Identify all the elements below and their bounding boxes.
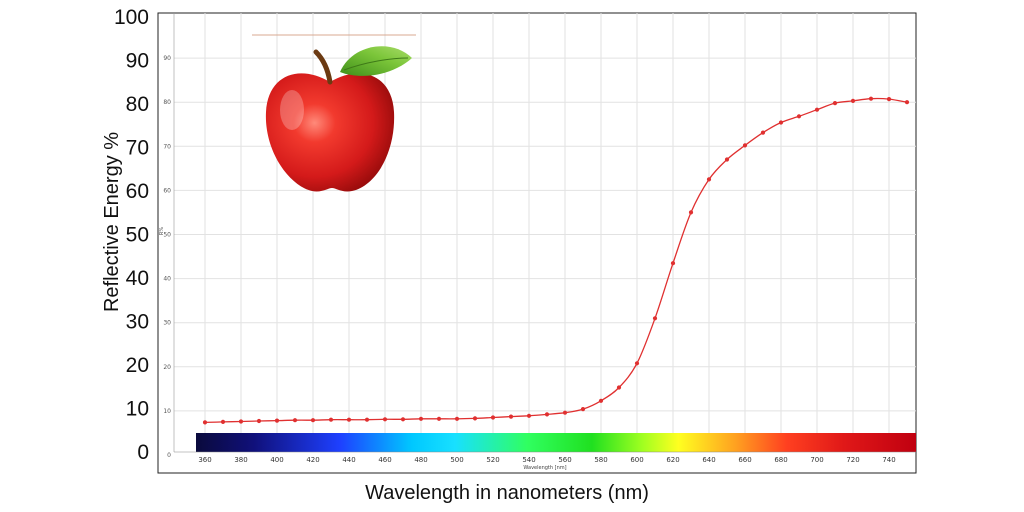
- x-tick-label: 740: [882, 456, 895, 464]
- inner-y-tick-label: 80: [163, 99, 171, 106]
- outer-y-tick-label: 10: [126, 398, 149, 421]
- x-tick-label: 560: [558, 456, 571, 464]
- x-tick-label: 480: [414, 456, 427, 464]
- outer-y-tick-labels: 0 10 20 30 40 50 60 70 80 90 100: [114, 6, 149, 464]
- x-tick-label: 520: [486, 456, 499, 464]
- x-tick-label: 420: [306, 456, 319, 464]
- x-tick-labels: 360 380 400 420 440 460 480 500 520 540 560 580 600 6…: [198, 456, 895, 464]
- inner-y-tick-labels: 0 10 20 30 40 50 60 70 80 90: [163, 55, 171, 459]
- outer-y-tick-label: 0: [137, 441, 149, 464]
- data-point: [382, 417, 388, 422]
- data-point: [778, 120, 784, 125]
- series-line: [204, 97, 908, 424]
- outer-y-tick-label: 70: [126, 137, 149, 160]
- data-point: [256, 418, 262, 424]
- data-point: [220, 419, 226, 424]
- data-point: [328, 417, 334, 422]
- data-point: [562, 410, 568, 415]
- x-tick-label: 700: [810, 456, 823, 464]
- data-point: [418, 416, 424, 421]
- data-point: [724, 157, 730, 162]
- x-tick-label: 620: [666, 456, 679, 464]
- plot-frame: [157, 12, 917, 474]
- x-tick-label: 360: [198, 456, 211, 464]
- inner-y-tick-label: 70: [163, 143, 171, 150]
- inner-y-tick-label: 60: [163, 187, 171, 194]
- outer-y-tick-label: 100: [114, 6, 149, 29]
- data-point: [544, 412, 550, 417]
- data-point: [580, 407, 586, 412]
- data-point: [454, 416, 460, 421]
- data-point: [742, 143, 748, 148]
- data-point: [400, 417, 406, 422]
- inner-y-tick-label: 0: [167, 452, 171, 459]
- data-point: [886, 97, 892, 102]
- inner-y-tick-label: 20: [163, 364, 171, 371]
- data-point: [202, 420, 208, 425]
- data-point: [814, 107, 820, 112]
- x-tick-label: 500: [450, 456, 463, 464]
- inner-y-tick-label: 30: [163, 320, 171, 327]
- data-point: [310, 418, 316, 423]
- data-point: [868, 96, 874, 101]
- data-point: [760, 130, 766, 135]
- inner-x-axis-label: Wavelength [nm]: [523, 465, 566, 471]
- data-point: [472, 416, 478, 421]
- inner-y-axis-label: R%: [159, 227, 165, 235]
- x-tick-label: 380: [234, 456, 247, 464]
- inner-y-tick-label: 50: [163, 232, 171, 239]
- outer-y-tick-label: 60: [126, 180, 149, 203]
- data-point: [616, 385, 622, 390]
- data-point: [904, 100, 910, 105]
- data-point: [796, 114, 802, 119]
- x-tick-label: 440: [342, 456, 355, 464]
- x-tick-label: 720: [846, 456, 859, 464]
- data-point: [598, 398, 604, 403]
- data-point: [670, 261, 676, 266]
- data-point: [436, 416, 442, 421]
- data-point: [346, 417, 352, 422]
- data-point: [688, 210, 694, 215]
- outer-y-tick-label: 40: [126, 267, 149, 290]
- data-point: [238, 419, 244, 424]
- series-points: [202, 96, 910, 425]
- apple-icon: [252, 34, 416, 192]
- x-tick-label: 540: [522, 456, 535, 464]
- spectrum-band: [196, 433, 916, 452]
- x-axis-title: Wavelength in nanometers (nm): [365, 482, 649, 504]
- x-tick-label: 660: [738, 456, 751, 464]
- x-tick-label: 640: [702, 456, 715, 464]
- data-point: [850, 98, 856, 103]
- outer-y-tick-label: 30: [126, 311, 149, 334]
- data-point: [292, 418, 298, 423]
- data-point: [832, 101, 838, 106]
- y-axis-title: Reflective Energy %: [101, 132, 123, 312]
- x-tick-label: 600: [630, 456, 643, 464]
- outer-y-tick-label: 20: [126, 354, 149, 377]
- inner-y-tick-label: 90: [163, 55, 171, 62]
- data-point: [274, 418, 280, 423]
- data-point: [364, 417, 370, 422]
- data-point: [526, 413, 532, 418]
- data-point: [652, 316, 658, 321]
- x-tick-label: 400: [270, 456, 283, 464]
- data-point: [508, 414, 514, 419]
- outer-y-tick-label: 50: [126, 224, 149, 247]
- outer-y-tick-label: 90: [126, 50, 149, 73]
- inner-y-tick-label: 40: [163, 276, 171, 283]
- data-point: [706, 177, 712, 182]
- x-tick-label: 680: [774, 456, 787, 464]
- data-point: [490, 415, 496, 420]
- x-tick-label: 580: [594, 456, 607, 464]
- outer-y-tick-label: 80: [126, 93, 149, 116]
- x-tick-label: 460: [378, 456, 391, 464]
- inner-y-tick-label: 10: [163, 408, 171, 415]
- data-point: [634, 361, 640, 366]
